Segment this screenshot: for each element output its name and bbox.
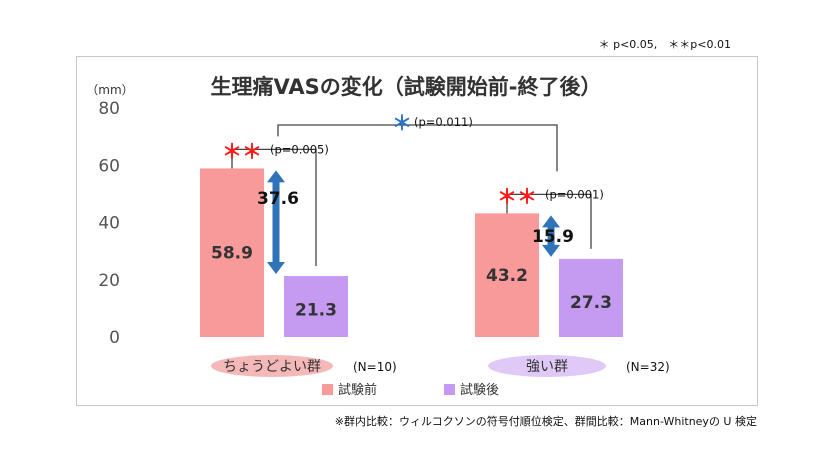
bars-group: 58.9 21.3 43.2 27.3 <box>200 168 623 337</box>
difference-arrow-head-down <box>267 262 285 275</box>
legend: 試験前 試験後 <box>322 382 499 398</box>
bar-value-label: 27.3 <box>570 293 612 313</box>
category-label: 強い群 <box>526 359 568 375</box>
y-axis-unit: （mm） <box>86 83 133 97</box>
between-group-significance-marker: ＊ <box>392 111 412 135</box>
difference-arrow-head-up <box>267 170 285 183</box>
bar-value-label: 58.9 <box>211 244 253 264</box>
chart-frame <box>76 56 758 406</box>
between-group-p-value: (p=0.011) <box>414 115 473 129</box>
difference-value-label: 15.9 <box>532 227 574 247</box>
between-group-bracket <box>277 124 558 172</box>
category-n-label: (N=10) <box>353 360 397 374</box>
annotations-group: 37.6 ＊＊ (p=0.005) 15.9 ＊＊ (p=0.001) ＊ (p=0.011) <box>222 111 604 275</box>
difference-arrow-head-down <box>542 244 560 257</box>
legend-label: 試験後 <box>460 382 499 398</box>
legend-swatch-1 <box>322 384 333 395</box>
category-n-label: (N=32) <box>626 360 670 374</box>
y-tick-label: 40 <box>98 214 120 234</box>
legend-label: 試験前 <box>338 382 377 398</box>
category-label: ちょうどよい群 <box>223 359 321 375</box>
significance-note: ＊ p<0.05, ＊＊p<0.01 <box>598 38 731 51</box>
y-axis-ticks: 0 20 40 60 80 <box>98 99 120 348</box>
chart-title: 生理痛VASの変化（試験開始前-終了後） <box>211 75 602 99</box>
bar-before-1 <box>200 168 264 337</box>
within-group-significance-marker: ＊＊ <box>497 184 537 208</box>
difference-value-label: 37.6 <box>257 189 299 209</box>
category-pill-1 <box>211 355 333 377</box>
y-tick-label: 80 <box>98 99 120 119</box>
within-group-bracket <box>506 193 592 249</box>
difference-arrow-head-up <box>542 215 560 228</box>
within-group-p-value: (p=0.005) <box>270 142 329 156</box>
within-group-p-value: (p=0.001) <box>545 187 604 201</box>
bar-after-1 <box>284 276 348 337</box>
bar-after-2 <box>559 258 623 337</box>
footnote: ※群内比較：ウィルコクソンの符号付順位検定、群間比較：Mann-Whitneyの… <box>334 415 757 428</box>
within-group-bracket <box>231 148 317 267</box>
category-pill-2 <box>488 355 606 377</box>
legend-swatch-2 <box>444 384 455 395</box>
bar-before-2 <box>475 213 539 337</box>
y-tick-label: 60 <box>98 156 120 176</box>
within-group-significance-marker: ＊＊ <box>222 139 262 163</box>
y-tick-label: 20 <box>98 271 120 291</box>
y-tick-label: 0 <box>109 328 120 348</box>
bar-value-label: 21.3 <box>295 301 337 321</box>
bar-value-label: 43.2 <box>486 266 528 286</box>
category-labels: ちょうどよい群 (N=10) 強い群 (N=32) <box>211 355 670 377</box>
